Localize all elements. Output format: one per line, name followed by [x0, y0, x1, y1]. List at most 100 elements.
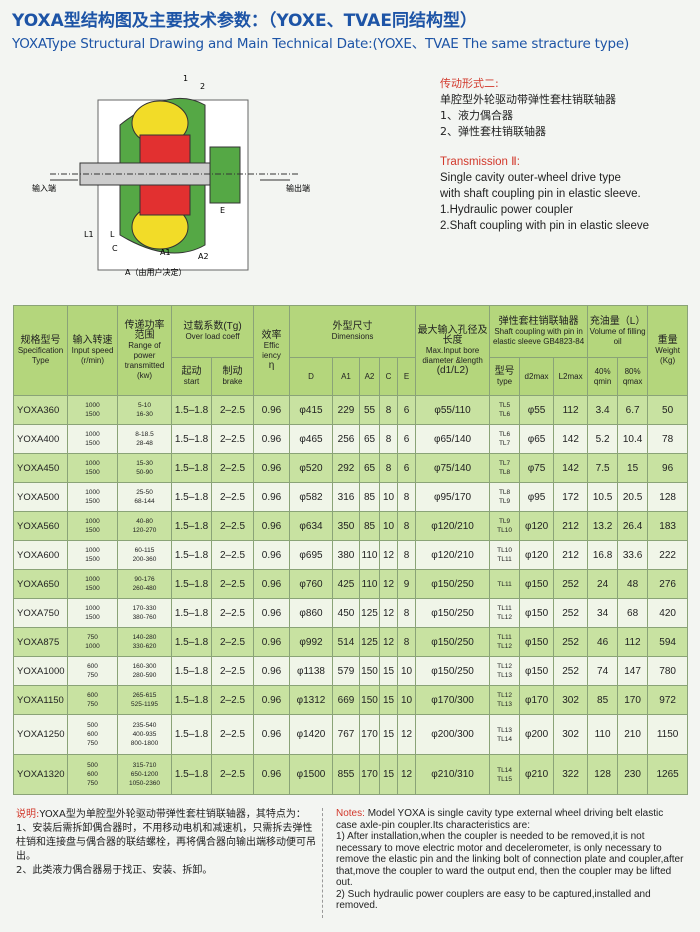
cell: 1150: [647, 714, 689, 755]
cell: 0.96: [253, 569, 290, 599]
header-cell: d2max: [519, 357, 555, 396]
cell: 2–2.5: [211, 511, 254, 541]
cell: YOXA600: [13, 540, 68, 570]
sub-value: 800-1800: [130, 740, 159, 747]
sub-value: 525-1195: [131, 701, 158, 708]
cell: 60-115 200-360: [117, 540, 172, 570]
line: 1.Hydraulic power coupler: [440, 204, 573, 216]
line: 单腔型外轮驱动带弹性套柱销联轴器: [440, 93, 616, 106]
diagram-label: L1: [84, 230, 94, 239]
sub-value: 16-30: [136, 411, 153, 418]
cell: φ120/210: [415, 511, 491, 541]
cell: 170-330 380-760: [117, 598, 172, 628]
cell: φ150/250: [415, 656, 491, 686]
cell: φ1138: [289, 656, 333, 686]
cell: 380: [332, 540, 360, 570]
sub-value: 1000: [85, 402, 100, 409]
cell: YOXA1000: [13, 656, 68, 686]
cell: 12: [396, 754, 417, 795]
cell: 256: [332, 424, 360, 454]
header-cell: L2max: [553, 357, 589, 396]
header-cell: Shaft coupling with pin in elastic sleev…: [492, 326, 585, 346]
cell: 2–2.5: [211, 754, 254, 795]
sub-value: 120-270: [132, 527, 157, 534]
cell: φ95: [519, 482, 555, 512]
header-cell: type: [497, 376, 513, 386]
cell: 0.96: [253, 598, 290, 628]
table-row: YOXA450 1000 1500 15-30 50-90 1.5–1.8 2–2.5 0.9…: [13, 453, 689, 483]
cell: 0.96: [253, 395, 290, 425]
sub-value: 330-620: [132, 643, 157, 650]
sub-value: TL15: [497, 775, 512, 783]
table-row: YOXA875 750 1000 140-280 330-620 1.5–1.8 2–2.5…: [13, 627, 689, 657]
sub-value: 750: [87, 740, 98, 747]
cell: TL8 TL9: [489, 482, 521, 512]
header-cell: 效率 Effic iency η: [253, 305, 290, 396]
cell: 48: [617, 569, 649, 599]
cell: YOXA1250: [13, 714, 68, 755]
sub-value: 235-540: [132, 722, 157, 729]
header-cell: brake: [222, 376, 243, 386]
cell: 15: [379, 754, 398, 795]
table-header: 规格型号 Specification Type 输入转速 Input speed (r…: [13, 305, 689, 396]
cell: 316: [332, 482, 360, 512]
cell: 1.5–1.8: [171, 482, 212, 512]
cell: 1.5–1.8: [171, 540, 212, 570]
cell: φ75/140: [415, 453, 491, 483]
sub-value: 750: [87, 634, 98, 641]
cell: 15: [379, 714, 398, 755]
header-cell: 重量: [657, 334, 678, 346]
sub-value: 260-480: [132, 585, 157, 592]
cell: 110: [359, 540, 380, 570]
header-cell: 起动 start: [171, 357, 212, 396]
cell: 265-615 525-1195: [117, 685, 172, 715]
cell: 110: [359, 569, 380, 599]
diagram-label: E: [220, 206, 225, 215]
header-cell: 弹性套柱销联轴器 Shaft coupling with pin in elast…: [489, 305, 589, 358]
transmission-title-en: Transmission Ⅱ:: [440, 156, 521, 168]
cell: 252: [553, 656, 589, 686]
cell: φ120: [519, 511, 555, 541]
cell: 212: [553, 540, 589, 570]
cell: 170: [359, 714, 380, 755]
header-cell: 弹性套柱销联轴器: [498, 315, 579, 327]
cell: φ65: [519, 424, 555, 454]
cell: 96: [647, 453, 689, 483]
table-row: YOXA650 1000 1500 90-176 260-480 1.5–1.8 2–2.5…: [13, 569, 689, 599]
sub-value: TL12: [497, 692, 512, 699]
table-row: YOXA500 1000 1500 25-50 68-144 1.5–1.8 2–2.5 0.…: [13, 482, 689, 512]
cell: 420: [647, 598, 689, 628]
sub-value: 600: [87, 663, 98, 670]
sub-value: 15-30: [136, 460, 153, 467]
cell: 252: [553, 569, 589, 599]
cell: 125: [359, 598, 380, 628]
cell: 10: [396, 685, 417, 715]
cell: φ695: [289, 540, 333, 570]
cell: φ150: [519, 627, 555, 657]
transmission: 传动形式二: 单腔型外轮驱动带弹性套柱销联轴器 1、液力偶合器 2、弹性套柱销联…: [440, 76, 649, 234]
sub-value: 750: [87, 780, 98, 787]
cell: 128: [647, 482, 689, 512]
title-cn: YOXA型结构图及主要技术参数：（YOXE、TVAE同结构型）: [12, 11, 477, 31]
sub-value: 400-935: [132, 731, 157, 738]
cell: 235-540 400-935 800-1800: [117, 714, 172, 755]
cell: YOXA450: [13, 453, 68, 483]
cell: 85: [359, 482, 380, 512]
sub-value: 160-300: [132, 663, 157, 670]
cell: 3.4: [587, 395, 619, 425]
title-en: YOXAType Structural Drawing and Main Tec…: [12, 36, 630, 52]
cell: 276: [647, 569, 689, 599]
cell: 230: [617, 754, 649, 795]
cell: φ465: [289, 424, 333, 454]
cell: φ55/110: [415, 395, 491, 425]
cell: 229: [332, 395, 360, 425]
notes-label: Notes:: [336, 808, 365, 819]
sub-value: 1500: [85, 556, 100, 563]
cell: 1.5–1.8: [171, 569, 212, 599]
cell: 780: [647, 656, 689, 686]
header-cell: Effic iency: [262, 340, 281, 360]
cell: 34: [587, 598, 619, 628]
cell: TL12 TL13: [489, 685, 521, 715]
header-cell: 80% qmax: [617, 357, 649, 396]
sub-value: 600: [87, 692, 98, 699]
